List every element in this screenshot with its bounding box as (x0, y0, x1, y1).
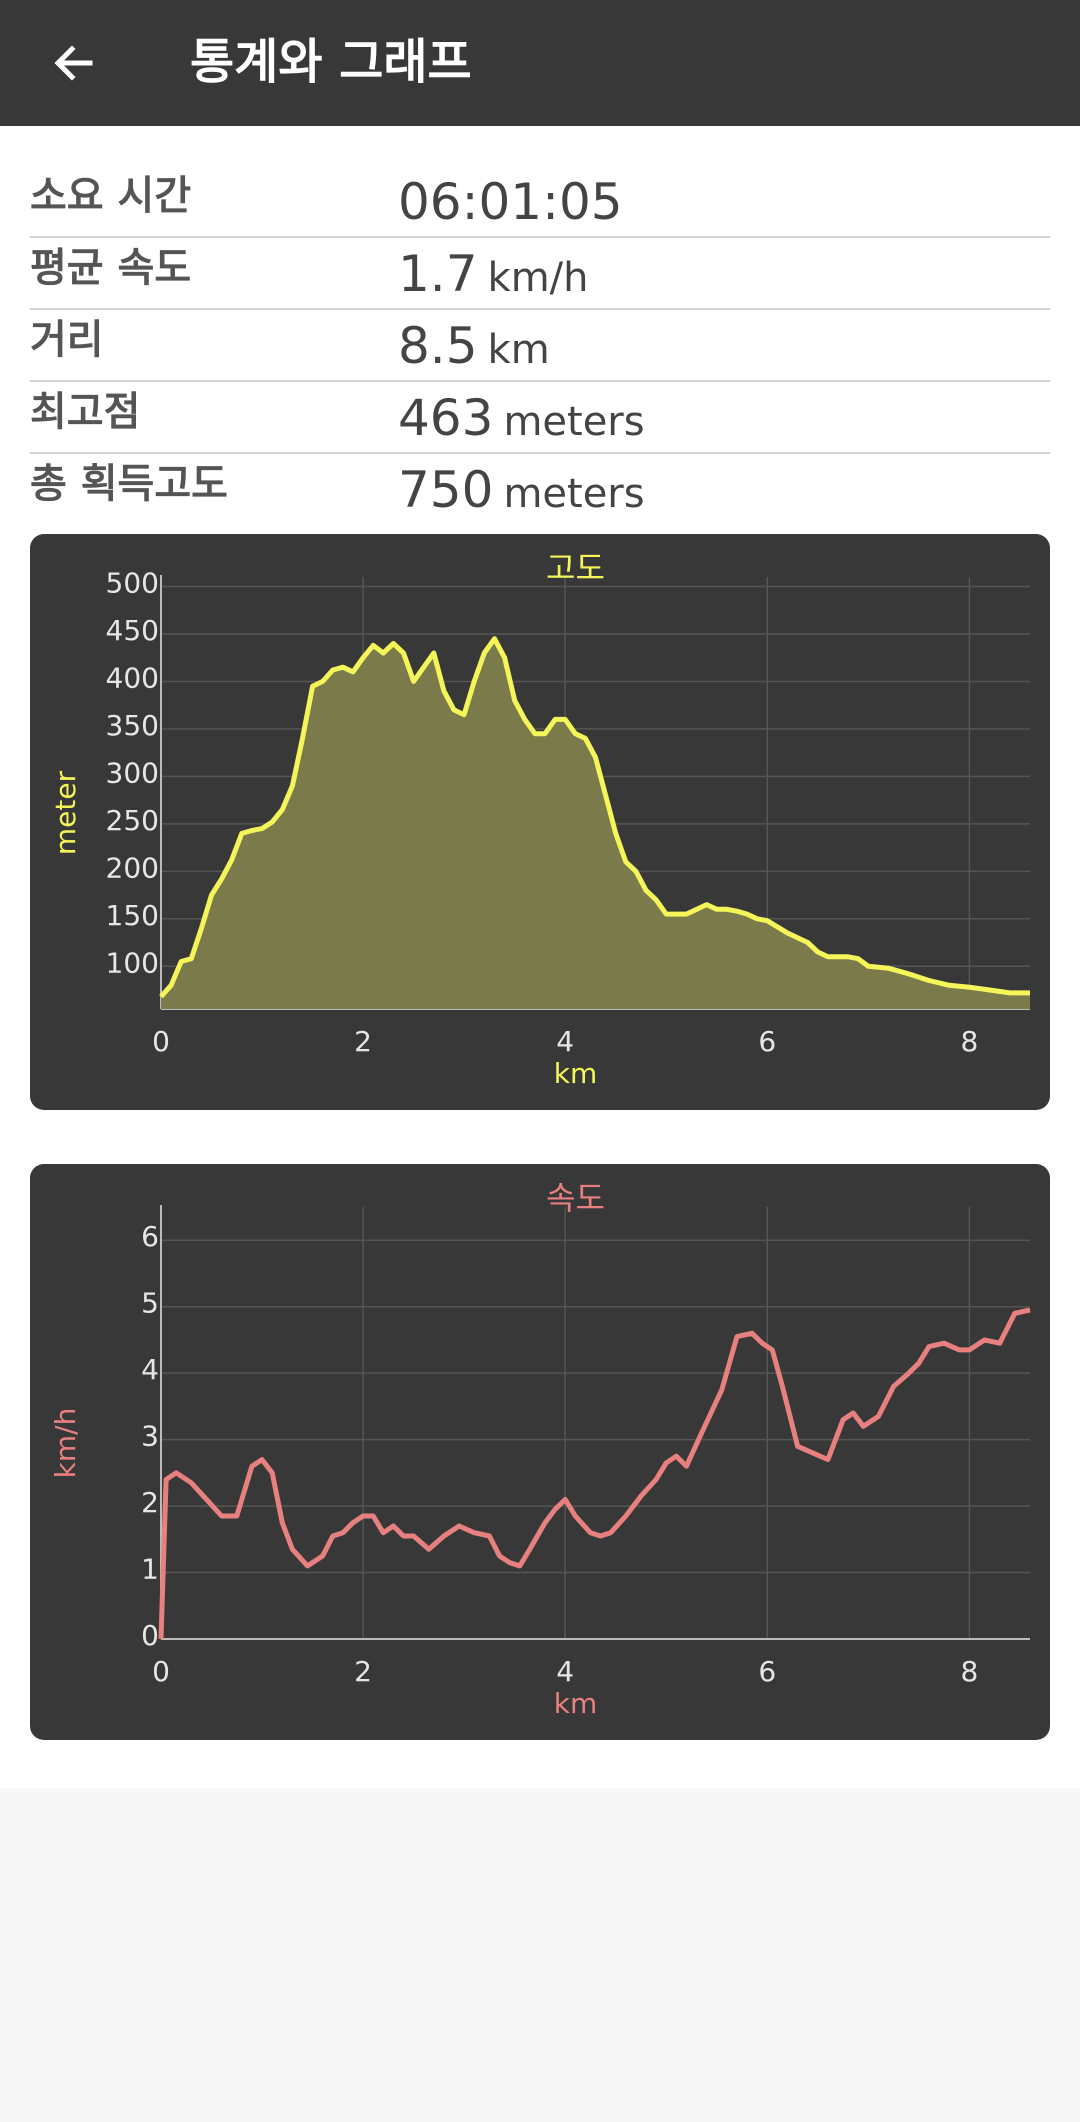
stat-unit: meters (503, 471, 645, 517)
speed-chart-svg: 0 2 4 6 8 0 1 2 3 4 5 6 속도 km km/h (49, 1179, 1031, 1720)
y-tick-label: 250 (106, 804, 159, 837)
y-tick-label: 4 (141, 1353, 159, 1386)
stat-label: 거리 (30, 317, 104, 363)
x-tick-label: 4 (556, 1025, 574, 1058)
y-tick-label: 450 (106, 614, 159, 647)
grid (160, 1207, 1030, 1640)
stat-number: 750 (398, 461, 494, 519)
stat-unit: km (487, 327, 550, 373)
x-tick-label: 0 (152, 1655, 170, 1688)
x-axis-label: km (554, 1057, 598, 1090)
x-tick-label: 4 (556, 1655, 574, 1688)
y-tick-label: 2 (141, 1486, 159, 1519)
y-tick-label: 0 (141, 1619, 159, 1652)
y-tick-label: 150 (106, 899, 159, 932)
stat-row-distance: 거리 8.5 km (30, 310, 1050, 382)
stat-value: 463 meters (398, 390, 645, 458)
stat-unit: meters (503, 399, 645, 445)
y-tick-label: 100 (106, 946, 159, 979)
app-bar: 통계와 그래프 (0, 0, 1080, 126)
stat-row-avg-speed: 평균 속도 1.7 km/h (30, 238, 1050, 310)
y-tick-label: 400 (106, 661, 159, 694)
stat-label: 최고점 (30, 389, 141, 435)
x-tick-label: 6 (758, 1655, 776, 1688)
stat-value: 8.5 km (398, 318, 550, 386)
y-axis-label: km/h (49, 1408, 82, 1479)
stat-row-duration: 소요 시간 06:01:05 (30, 166, 1050, 238)
y-tick-label: 1 (141, 1553, 159, 1586)
stats-table: 소요 시간 06:01:05 평균 속도 1.7 km/h 거리 8.5 km 최고… (30, 166, 1050, 524)
back-button[interactable] (44, 33, 104, 93)
speed-chart: 0 2 4 6 8 0 1 2 3 4 5 6 속도 km km/h (30, 1164, 1050, 1740)
y-tick-label: 300 (106, 756, 159, 789)
stat-label: 평균 속도 (30, 245, 192, 291)
x-tick-label: 6 (758, 1025, 776, 1058)
stat-number: 1.7 (398, 245, 478, 303)
y-tick-label: 350 (106, 709, 159, 742)
y-tick-label: 3 (141, 1420, 159, 1453)
x-tick-label: 2 (354, 1025, 372, 1058)
chart-title: 속도 (546, 1179, 605, 1217)
page-title: 통계와 그래프 (190, 34, 472, 90)
stat-number: 463 (398, 389, 494, 447)
y-tick-label: 6 (141, 1220, 159, 1253)
arrow-back-icon (54, 45, 93, 81)
y-tick-label: 5 (141, 1287, 159, 1320)
x-tick-label: 0 (152, 1025, 170, 1058)
y-tick-label: 500 (106, 566, 159, 599)
stat-label: 총 획득고도 (30, 461, 228, 507)
x-tick-label: 2 (354, 1655, 372, 1688)
elevation-chart-svg: 0 2 4 6 8 100 150 200 250 300 350 400 450 500 고도 km mete… (49, 549, 1030, 1090)
stat-label: 소요 시간 (30, 173, 192, 219)
x-tick-label: 8 (960, 1655, 978, 1688)
y-tick-label: 200 (106, 851, 159, 884)
y-axis-label: meter (49, 770, 82, 855)
stat-row-elevation-gain: 총 획득고도 750 meters (30, 454, 1050, 524)
stats-content: 소요 시간 06:01:05 평균 속도 1.7 km/h 거리 8.5 km 최고… (0, 126, 1080, 1788)
stat-number: 8.5 (398, 317, 478, 375)
chart-title: 고도 (546, 549, 605, 587)
stat-value: 06:01:05 (398, 174, 623, 242)
x-axis-label: km (554, 1687, 598, 1720)
stat-value: 750 meters (398, 462, 645, 530)
x-tick-label: 8 (960, 1025, 978, 1058)
stat-number: 06:01:05 (398, 173, 623, 231)
stat-unit: km/h (487, 255, 589, 301)
elevation-chart: 0 2 4 6 8 100 150 200 250 300 350 400 450 500 고도 km mete… (30, 534, 1050, 1110)
speed-line (158, 1307, 1031, 1640)
elevation-line (159, 636, 1030, 999)
elevation-area-fill (161, 638, 1030, 1009)
stat-value: 1.7 km/h (398, 246, 589, 314)
stat-row-highest-point: 최고점 463 meters (30, 382, 1050, 454)
